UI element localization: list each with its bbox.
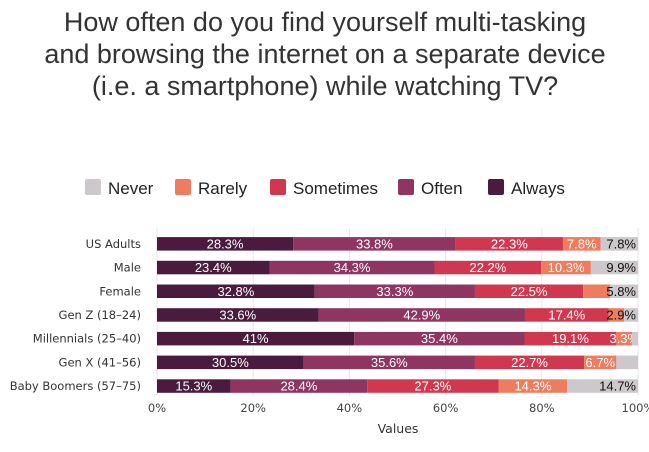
legend-label-always: Always	[511, 179, 565, 198]
bar-rarely	[562, 237, 601, 251]
data-label: 32.8%	[217, 284, 254, 299]
x-tick-label: 40%	[337, 401, 363, 415]
bar-sometimes	[367, 379, 499, 393]
bar-never	[624, 308, 638, 322]
bar-sometimes	[524, 308, 609, 322]
legend-swatch-sometimes	[270, 179, 286, 195]
bar-rarely	[541, 260, 591, 275]
chart-title: How often do you find yourself multi-tas…	[44, 7, 606, 101]
bar-always	[157, 379, 231, 393]
data-label: 9.9%	[606, 260, 636, 275]
data-label: 28.4%	[280, 379, 317, 394]
data-label: 33.3%	[376, 284, 413, 299]
bar-never	[616, 355, 638, 370]
legend-label-sometimes: Sometimes	[293, 179, 378, 198]
data-label: 6.7%	[585, 355, 615, 370]
category-label: Baby Boomers (57–75)	[10, 379, 141, 393]
data-label: 27.3%	[414, 379, 451, 394]
bar-often	[230, 379, 368, 393]
data-label: 19.1%	[552, 331, 589, 346]
x-tick-label: 20%	[240, 401, 266, 415]
data-label: 14.3%	[514, 379, 551, 394]
bar-rarely	[608, 308, 625, 322]
data-label: 33.8%	[356, 236, 393, 251]
x-axis-ticks: 0% 20% 40% 60% 80% 100%	[148, 401, 649, 415]
bar-always	[157, 260, 270, 275]
bar-sometimes	[434, 260, 542, 275]
data-label: 28.3%	[207, 236, 244, 251]
bar-always	[157, 355, 304, 370]
legend-label-often: Often	[421, 179, 463, 198]
bar-often	[293, 237, 456, 251]
category-label: Gen Z (18–24)	[59, 308, 141, 322]
legend: Never Rarely Sometimes Often Always	[85, 179, 565, 198]
legend-swatch-often	[398, 179, 414, 195]
data-label: 30.5%	[212, 355, 249, 370]
legend-label-never: Never	[108, 179, 154, 198]
data-label: 7.8%	[606, 236, 636, 251]
data-label: 22.7%	[511, 355, 548, 370]
category-label: US Adults	[86, 237, 141, 251]
data-label: 22.3%	[491, 236, 528, 251]
data-label: 7.8%	[567, 236, 597, 251]
category-labels: US Adults Male Female Gen Z (18–24) Millenni…	[10, 237, 141, 393]
bar-never	[590, 260, 638, 275]
bar-often	[318, 308, 525, 322]
bar-never	[600, 237, 638, 251]
bar-always	[157, 308, 319, 322]
x-tick-label: 80%	[529, 401, 555, 415]
bar-always	[157, 237, 294, 251]
bar-sometimes	[455, 237, 563, 251]
legend-label-rarely: Rarely	[198, 179, 248, 198]
category-label: Female	[99, 284, 141, 298]
bar-rarely	[583, 284, 611, 298]
bar-sometimes	[524, 331, 617, 346]
x-tick-label: 0%	[148, 401, 166, 415]
x-tick-label: 60%	[433, 401, 459, 415]
bar-often	[269, 260, 435, 275]
data-label: 15.3%	[175, 379, 212, 394]
data-label: 3.3%	[609, 331, 639, 346]
bar-always	[157, 331, 355, 346]
bar-often	[303, 355, 475, 370]
bar-never	[567, 379, 638, 393]
bar-often	[354, 331, 525, 346]
data-label: 10.3%	[548, 260, 585, 275]
data-label: 14.7%	[599, 379, 636, 394]
category-label: Millennials (25–40)	[33, 332, 141, 346]
data-label: 22.5%	[511, 284, 548, 299]
data-label: 35.4%	[421, 331, 458, 346]
data-label: 5.8%	[606, 284, 636, 299]
bar-never	[610, 284, 638, 298]
data-label: 34.3%	[334, 260, 371, 275]
category-label: Gen X (41–56)	[59, 355, 141, 369]
bar-rarely	[616, 331, 633, 346]
bar-sometimes	[474, 284, 584, 298]
bar-sometimes	[474, 355, 585, 370]
category-label: Male	[114, 261, 141, 275]
bar-often	[314, 284, 475, 298]
data-label: 42.9%	[403, 307, 440, 322]
data-label: 35.6%	[371, 355, 408, 370]
data-label: 23.4%	[195, 260, 232, 275]
bar-always	[157, 284, 315, 298]
data-label: 33.6%	[219, 307, 256, 322]
legend-swatch-rarely	[175, 179, 191, 195]
bar-rarely	[584, 355, 617, 370]
data-label: 17.4%	[548, 307, 585, 322]
x-axis-title: Values	[378, 421, 419, 436]
data-label: 22.2%	[469, 260, 506, 275]
bar-rarely	[498, 379, 568, 393]
data-label: 2.9%	[606, 307, 636, 322]
bar-never	[632, 331, 638, 346]
legend-swatch-never	[85, 179, 101, 195]
bars: 28.3% 33.8% 22.3% 7.8% 7.8% 23.4% 34.3% 22.2% 10…	[157, 236, 640, 394]
data-label: 41%	[243, 331, 269, 346]
x-tick-label: 100%	[622, 401, 649, 415]
legend-swatch-always	[488, 179, 504, 195]
